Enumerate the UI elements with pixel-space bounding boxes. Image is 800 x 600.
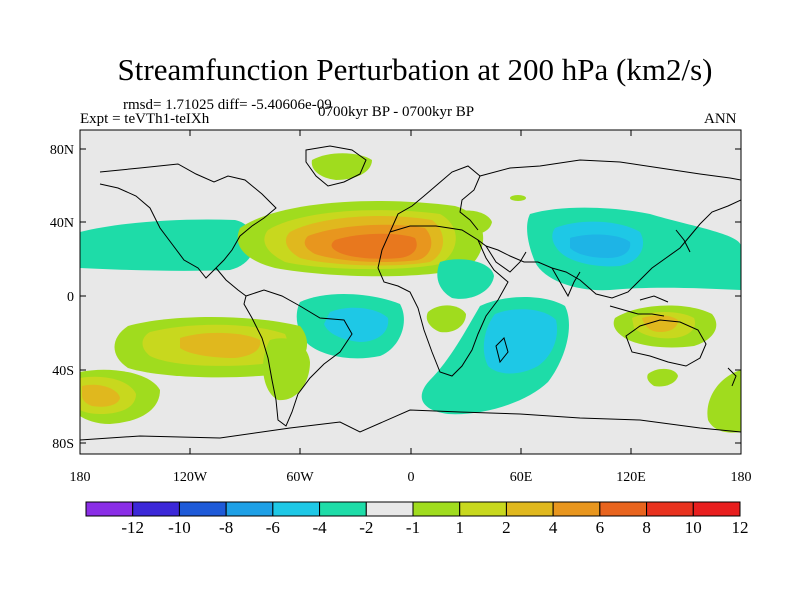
lon-label: 60E xyxy=(510,470,533,485)
coast-north-america xyxy=(99,163,277,279)
contour-fields xyxy=(80,153,741,433)
colorbar-label: -12 xyxy=(121,518,144,537)
coast-antarctica xyxy=(80,409,741,441)
lon-label: 120W xyxy=(173,470,208,485)
coast-central-america xyxy=(215,267,247,297)
coast-south-america xyxy=(243,289,353,427)
colorbar-box xyxy=(505,501,554,517)
contour-pos-south-atlantic xyxy=(426,305,466,333)
colorbar-box xyxy=(459,501,507,517)
contour-neg-central-pacific xyxy=(437,259,494,299)
contour-neg-indian-2 xyxy=(483,309,558,374)
colorbar-label: -4 xyxy=(312,518,327,537)
experiment-label: Expt = teVTh1-teIXh xyxy=(80,111,210,127)
colorbar-label: -6 xyxy=(266,518,280,537)
lon-label: 120E xyxy=(616,470,646,485)
colorbar-label: 2 xyxy=(502,518,511,537)
coast-australia xyxy=(625,319,707,367)
contour-pos-s-atlantic-west xyxy=(263,338,310,401)
colorbar xyxy=(85,501,741,517)
colorbar-label: 12 xyxy=(732,518,749,537)
colorbar-box xyxy=(319,501,367,517)
contour-pos-se-pacific-4 xyxy=(180,332,261,358)
coast-asia xyxy=(477,159,741,299)
colorbar-labels: -12 -10 -8 -6 -4 -2 -1 1 2 4 6 8 10 12 xyxy=(121,518,748,537)
tick-marks xyxy=(80,130,741,454)
contour-neg-north-pacific xyxy=(80,219,255,271)
contour-neg-south-america-2 xyxy=(324,307,389,342)
contour-pos-sw-pacific-4 xyxy=(82,384,120,407)
colorbar-label: -2 xyxy=(359,518,373,537)
colorbar-label: -10 xyxy=(168,518,191,537)
lat-label: 0 xyxy=(67,290,74,305)
coast-japan xyxy=(675,229,691,253)
colorbar-label: 10 xyxy=(685,518,702,537)
colorbar-box xyxy=(85,501,134,517)
colorbar-box xyxy=(599,501,648,517)
colorbar-box xyxy=(552,501,601,517)
coast-europe xyxy=(389,165,481,233)
lat-label: 80S xyxy=(52,437,74,452)
coast-madagascar xyxy=(495,337,509,364)
coast-greenland xyxy=(305,145,367,187)
colorbar-box xyxy=(646,501,694,517)
colorbar-box xyxy=(365,501,414,517)
colorbar-label: 8 xyxy=(642,518,651,537)
coast-arabia xyxy=(485,245,527,273)
colorbar-box xyxy=(272,501,321,517)
colorbar-label: 1 xyxy=(455,518,464,537)
colorbar-box xyxy=(178,501,227,517)
lat-label: 80N xyxy=(50,143,74,158)
coast-indonesia xyxy=(609,295,669,317)
colorbar-box xyxy=(412,501,461,517)
contour-pos-southern-ocean xyxy=(647,368,678,387)
colorbar-label: 6 xyxy=(596,518,605,537)
colorbar-label: -1 xyxy=(406,518,420,537)
colorbar-box xyxy=(132,501,180,517)
coast-india xyxy=(551,267,581,298)
season-label: ANN xyxy=(704,111,737,127)
lon-label: 60W xyxy=(286,470,314,485)
lon-labels: 180 120W 60W 0 60E 120E 180 xyxy=(70,470,752,485)
colorbar-label: 4 xyxy=(549,518,558,537)
contour-pos-arctic-small xyxy=(510,195,526,201)
contour-pos-atlantic-8 xyxy=(331,233,417,259)
lat-label: 40N xyxy=(50,216,74,231)
lon-label: 180 xyxy=(731,470,752,485)
lat-label: 40S xyxy=(52,364,74,379)
coastlines xyxy=(80,145,741,441)
colorbar-box xyxy=(225,501,274,517)
coast-new-zealand xyxy=(727,367,737,387)
lon-label: 180 xyxy=(70,470,91,485)
period-label: 0700kyr BP - 0700kyr BP xyxy=(318,104,475,120)
stats-label: rmsd= 1.71025 diff= -5.40606e-09 xyxy=(123,97,332,113)
contour-pos-ne-atlantic xyxy=(454,210,492,235)
colorbar-box xyxy=(692,501,741,517)
contour-pos-australia-4 xyxy=(642,315,678,332)
lat-labels: 80N 40N 0 40S 80S xyxy=(50,143,74,452)
contour-pos-arctic xyxy=(311,153,372,180)
coast-africa xyxy=(377,225,509,377)
lon-label: 0 xyxy=(408,470,415,485)
contour-neg-asia-4 xyxy=(570,234,631,258)
colorbar-label: -8 xyxy=(219,518,233,537)
map-title: Streamfunction Perturbation at 200 hPa (… xyxy=(117,52,713,87)
